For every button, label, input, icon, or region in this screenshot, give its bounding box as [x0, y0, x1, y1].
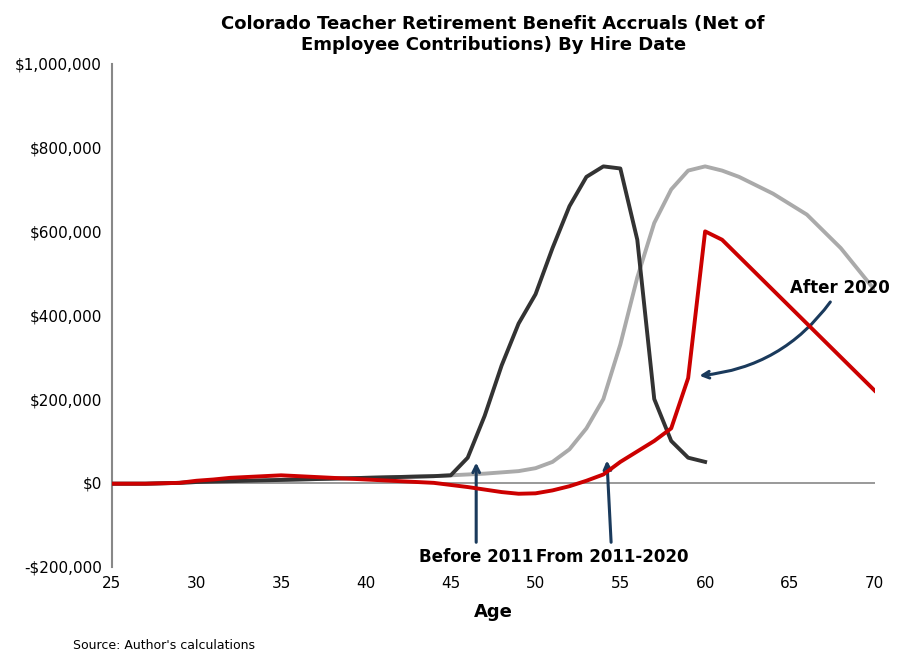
Title: Colorado Teacher Retirement Benefit Accruals (Net of
Employee Contributions) By : Colorado Teacher Retirement Benefit Accr… [221, 15, 765, 54]
Text: From 2011-2020: From 2011-2020 [536, 464, 688, 566]
Text: After 2020: After 2020 [702, 279, 890, 378]
Text: Source: Author's calculations: Source: Author's calculations [73, 639, 255, 652]
Text: Before 2011: Before 2011 [419, 466, 533, 566]
X-axis label: Age: Age [474, 602, 513, 620]
